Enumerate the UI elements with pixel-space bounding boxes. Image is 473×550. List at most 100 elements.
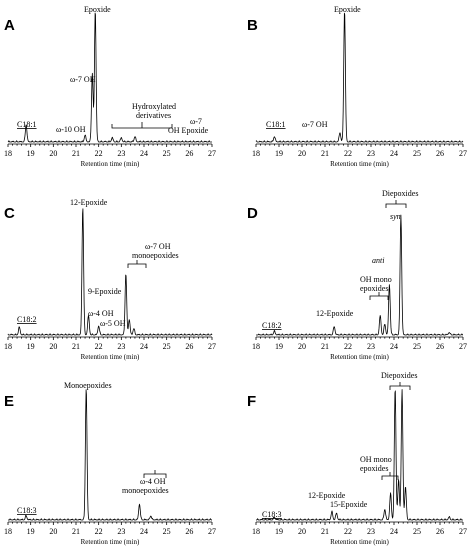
x-tick-label-d: 24	[390, 342, 398, 351]
annotation-a-oh-epoxide: OH Epoxide	[168, 126, 209, 135]
annotation-e-w4oh: ω-4 OH	[140, 477, 166, 486]
annotation-a-w7: ω-7	[190, 117, 202, 126]
annotation-b-epoxide: Epoxide	[334, 5, 361, 14]
x-tick-label-a: 24	[140, 149, 148, 158]
bracket-f-oh-mono	[381, 472, 399, 480]
x-tick-label-f: 23	[367, 527, 375, 536]
annotation-d-anti: anti	[372, 256, 384, 265]
x-tick-label-c: 19	[27, 342, 35, 351]
annotation-d-epoxides: epoxides	[360, 284, 388, 293]
x-tick-label-d: 23	[367, 342, 375, 351]
annotation-f-epoxides: epoxides	[360, 464, 388, 473]
x-tick-label-f: 27	[459, 527, 467, 536]
x-tick-label-c: 23	[117, 342, 125, 351]
x-tick-label-d: 19	[275, 342, 283, 351]
panel-label-c: C	[4, 205, 15, 222]
annotation-d-oh-mono: OH mono	[360, 275, 392, 284]
x-tick-label-e: 21	[72, 527, 80, 536]
x-axis-f: 18 19 20 21 22 23 24 25 26 27 Retention time (min)	[252, 521, 467, 546]
x-tick-label-d: 22	[344, 342, 352, 351]
x-tick-label-f: 18	[252, 527, 260, 536]
x-tick-label-f: 19	[275, 527, 283, 536]
x-tick-label-a: 20	[49, 149, 57, 158]
x-axis-b: 18 19 20 21 22 23 24 25 26 27 Retention time (min)	[252, 143, 467, 168]
x-tick-label-d: 26	[436, 342, 444, 351]
x-tick-label-d: 21	[321, 342, 329, 351]
annotation-d-syn: syn	[390, 212, 401, 221]
bracket-c-monoepoxides	[127, 260, 147, 268]
x-tick-label-e: 24	[140, 527, 148, 536]
x-tick-label-c: 26	[185, 342, 193, 351]
x-axis-e: 18 19 20 21 22 23 24 25 26 27 Retention time (min)	[4, 521, 216, 546]
x-tick-label-f: 21	[321, 527, 329, 536]
x-tick-label-f: 24	[390, 527, 398, 536]
panel-d: D Diepoxides syn anti OH mono epoxides 1…	[247, 189, 467, 361]
x-tick-label-c: 18	[4, 342, 12, 351]
x-tick-label-a: 22	[95, 149, 103, 158]
annotation-d-diepoxides: Diepoxides	[382, 189, 418, 198]
x-axis-label-f: Retention time (min)	[330, 538, 389, 546]
x-tick-label-e: 23	[117, 527, 125, 536]
annotation-a-w10oh: ω-10 OH	[56, 125, 86, 134]
trace-b	[255, 12, 464, 143]
x-axis-label-e: Retention time (min)	[81, 538, 140, 546]
panel-e: E Monoepoxides ω-4 OH monoepoxides C18:3…	[4, 381, 216, 546]
substrate-label-f: C18:3	[262, 510, 282, 519]
x-tick-label-b: 18	[252, 149, 260, 158]
substrate-label-e: C18:3	[17, 506, 37, 515]
x-tick-label-d: 25	[413, 342, 421, 351]
x-axis-c: 18 19 20 21 22 23 24 25 26 27 Retention time (min)	[4, 336, 216, 361]
x-tick-label-e: 20	[49, 527, 57, 536]
panel-label-d: D	[247, 205, 258, 222]
x-axis-label-b: Retention time (min)	[330, 160, 389, 168]
annotation-f-diepoxides: Diepoxides	[381, 371, 417, 380]
trace-f	[255, 389, 463, 521]
trace-d	[255, 214, 464, 336]
trace-a	[7, 12, 213, 143]
panel-label-f: F	[247, 393, 256, 410]
panel-a: A Epoxide ω-7 OH ω-10 OH Hydroxylated de…	[4, 5, 216, 168]
panel-label-e: E	[4, 393, 14, 410]
annotation-c-monoepoxides: monoepoxides	[132, 251, 179, 260]
x-tick-label-b: 26	[436, 149, 444, 158]
panel-label-b: B	[247, 17, 258, 34]
x-axis-label-d: Retention time (min)	[330, 353, 389, 361]
x-tick-label-c: 21	[72, 342, 80, 351]
x-tick-label-e: 22	[95, 527, 103, 536]
x-tick-label-c: 27	[208, 342, 216, 351]
substrate-label-c: C18:2	[17, 315, 37, 324]
annotation-f-12-epoxide: 12-Epoxide	[308, 491, 346, 500]
x-tick-label-a: 21	[72, 149, 80, 158]
bracket-d-oh-mono	[369, 292, 389, 300]
x-tick-label-f: 20	[298, 527, 306, 536]
substrate-label-b: C18:1	[266, 120, 286, 129]
x-axis-d: 18 19 20 21 22 23 24 25 26 27 Retention time (min)	[252, 336, 467, 361]
x-tick-label-e: 26	[185, 527, 193, 536]
x-tick-label-e: 27	[208, 527, 216, 536]
x-tick-label-d: 20	[298, 342, 306, 351]
x-tick-label-d: 27	[459, 342, 467, 351]
annotation-c-12-epoxide: 12-Epoxide	[70, 198, 108, 207]
annotation-a-derivatives: derivatives	[136, 111, 171, 120]
annotation-e-monoepoxides-2: monoepoxides	[122, 486, 169, 495]
x-axis-label-a: Retention time (min)	[81, 160, 140, 168]
annotation-a-w7oh: ω-7 OH	[70, 75, 96, 84]
x-tick-label-a: 18	[4, 149, 12, 158]
annotation-e-monoepoxides: Monoepoxides	[64, 381, 112, 390]
x-tick-label-a: 25	[163, 149, 171, 158]
x-tick-label-b: 19	[275, 149, 283, 158]
panel-c: C 12-Epoxide 9-Epoxide ω-4 OH ω-5 OH ω-7…	[4, 198, 216, 361]
panel-label-a: A	[4, 17, 15, 34]
x-tick-label-f: 22	[344, 527, 352, 536]
annotation-f-15-epoxide: 15-Epoxide	[330, 500, 368, 509]
x-tick-label-b: 24	[390, 149, 398, 158]
x-tick-label-c: 20	[49, 342, 57, 351]
x-tick-label-e: 18	[4, 527, 12, 536]
annotation-a-epoxide: Epoxide	[84, 5, 111, 14]
x-axis-a: 18 19 20 21 22 23 24 25 26 27 Retention time (min)	[4, 143, 216, 168]
x-tick-label-c: 24	[140, 342, 148, 351]
substrate-label-d: C18:2	[262, 321, 282, 330]
x-tick-label-a: 19	[27, 149, 35, 158]
bracket-a-hydroxylated	[111, 122, 173, 129]
x-tick-label-b: 20	[298, 149, 306, 158]
